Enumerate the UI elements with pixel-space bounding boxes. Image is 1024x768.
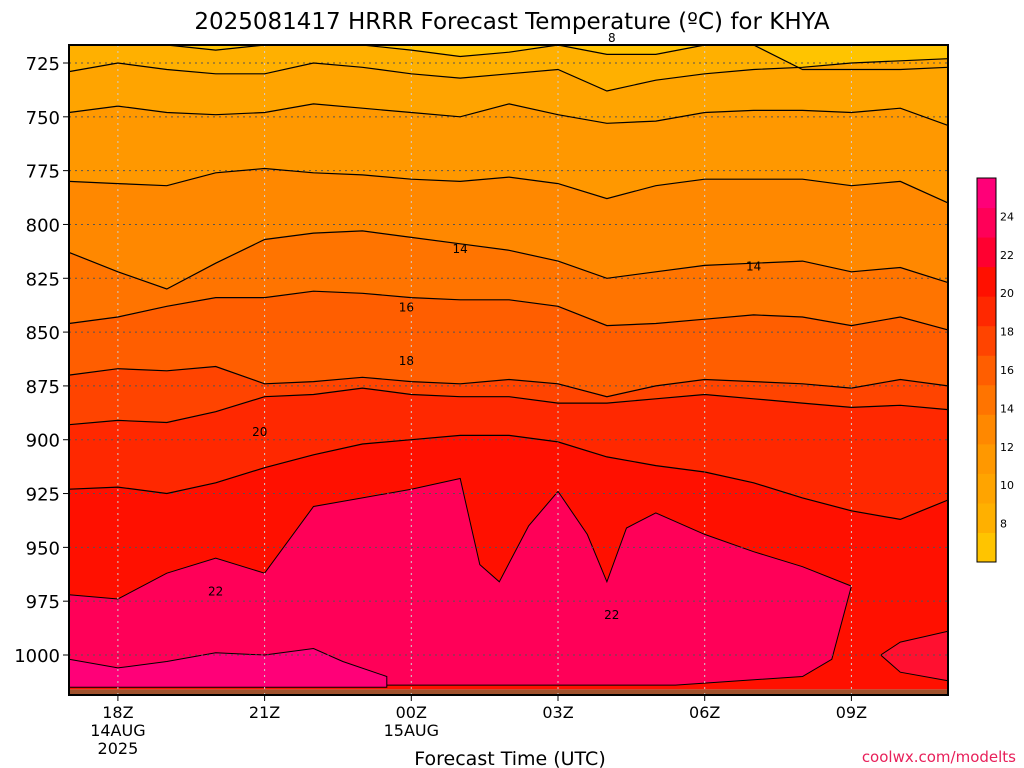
y-axis: 725 750 775 800 825 850 875 900 925 950 975 1000 [14,54,69,667]
colorbar-swatch [977,414,996,445]
colorbar-swatch [977,355,996,386]
colorbar-swatch [977,237,996,268]
contour-label: 14 [453,242,468,256]
colorbar-swatch [977,443,996,474]
colorbar-swatch [977,207,996,238]
y-tick-label: 950 [26,538,60,559]
y-tick-label: 900 [26,431,60,452]
x-tick-label: 06Z [689,703,720,722]
temperature-band [69,58,948,126]
y-tick-label: 975 [26,592,60,613]
x-tick-year: 2025 [98,739,139,758]
contour-line [68,387,949,426]
colorbar-tick-label: 8 [1000,518,1007,531]
plot-frame [68,44,949,696]
chart-title: 2025081417 HRRR Forecast Temperature (ºC… [194,9,830,35]
contour-line [68,58,949,92]
colorbar-swatch [977,532,996,563]
contour-label: 22 [604,608,619,622]
contour-line [68,434,949,521]
colorbar-swatch [977,473,996,504]
temperature-band [69,168,948,289]
y-tick-label: 850 [26,323,60,344]
grid-lines [69,45,948,695]
credit-text: coolwx.com/modelts [862,748,1016,766]
y-tick-label: 775 [26,162,60,183]
x-tick-date: 14AUG [90,721,145,740]
contour-label: 8 [608,31,616,45]
contour-line [68,103,949,126]
temperature-band [69,103,948,203]
plot-area [68,45,949,695]
temperature-band [69,45,948,91]
temperature-band [69,230,948,330]
colorbar: 8 10 12 14 16 18 20 22 24 [976,177,1014,563]
x-axis-label: Forecast Time (UTC) [414,748,605,768]
y-tick-label: 925 [26,485,60,506]
x-tick-date: 15AUG [384,721,439,740]
contour-line [68,290,949,331]
colorbar-frame [976,177,997,563]
warmest-band [68,647,388,688]
colorbar-swatch [977,502,996,533]
contour-label: 20 [252,425,267,439]
y-tick-label: 725 [26,54,60,75]
contour-labels: 8 14 14 16 18 20 22 22 [208,31,761,622]
contour-label: 14 [746,259,761,273]
colorbar-tick-label: 18 [1000,326,1014,339]
x-tick-label: 00Z [396,703,427,722]
y-tick-label: 875 [26,377,60,398]
colorbar-swatch [977,325,996,356]
x-tick-label: 09Z [836,703,867,722]
colorbar-tick-label: 12 [1000,441,1014,454]
y-tick-label: 800 [26,215,60,236]
contour-lines [68,44,949,521]
colorbar-tick-label: 14 [1000,402,1014,415]
colorbar-tick-label: 22 [1000,249,1014,262]
contour-label: 18 [399,354,414,368]
contour-label: 16 [399,300,414,314]
colorbar-tick-label: 16 [1000,364,1014,377]
colorbar-swatch [977,296,996,327]
colorbar-swatch [977,266,996,297]
colorbar-tick-label: 20 [1000,287,1014,300]
contour-label: 22 [208,584,223,598]
y-tick-label: 825 [26,269,60,290]
contour-line [68,167,949,204]
colorbar-swatch [977,384,996,415]
y-tick-label: 750 [26,108,60,129]
x-tick-label: 03Z [542,703,573,722]
contour-line [69,44,949,71]
x-tick-label: 21Z [249,703,280,722]
ground-surface [69,689,948,695]
colorbar-tick-label: 10 [1000,479,1014,492]
temperature-band [69,388,948,520]
x-tick-label: 18Z [102,703,133,722]
y-tick-label: 1000 [14,646,60,667]
contour-line [68,365,949,398]
contour-line [68,230,949,290]
colorbar-tick-label: 24 [1000,210,1014,223]
colorbar-swatch [977,178,996,209]
